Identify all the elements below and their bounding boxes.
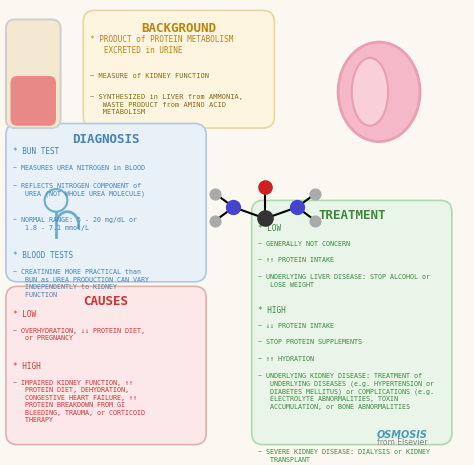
Text: ~ MEASURE of KIDNEY FUNCTION: ~ MEASURE of KIDNEY FUNCTION bbox=[90, 73, 209, 80]
Point bbox=[262, 183, 269, 191]
Text: ~ ↓↓ PROTEIN INTAKE: ~ ↓↓ PROTEIN INTAKE bbox=[258, 323, 335, 329]
Point bbox=[311, 190, 319, 197]
Text: BACKGROUND: BACKGROUND bbox=[141, 22, 216, 35]
Text: ~ CREATININE MORE PRACTICAL than
   BUN as UREA PRODUCTION CAN VARY
   INDEPENDE: ~ CREATININE MORE PRACTICAL than BUN as … bbox=[13, 269, 149, 298]
Text: DIAGNOSIS: DIAGNOSIS bbox=[73, 133, 140, 146]
Point bbox=[211, 190, 219, 197]
Text: * BUN TEST: * BUN TEST bbox=[13, 147, 59, 156]
Text: ~ MEASURES UREA NITROGEN in BLOOD: ~ MEASURES UREA NITROGEN in BLOOD bbox=[13, 165, 145, 171]
Ellipse shape bbox=[338, 42, 420, 142]
FancyBboxPatch shape bbox=[6, 20, 61, 128]
Text: * LOW: * LOW bbox=[258, 224, 282, 233]
Text: CAUSES: CAUSES bbox=[83, 295, 128, 308]
FancyBboxPatch shape bbox=[252, 200, 452, 445]
FancyBboxPatch shape bbox=[83, 10, 274, 128]
FancyBboxPatch shape bbox=[10, 76, 56, 126]
Text: * HIGH: * HIGH bbox=[13, 362, 40, 371]
Text: ~ SEVERE KIDNEY DISEASE: DIALYSIS or KIDNEY
   TRANSPLANT: ~ SEVERE KIDNEY DISEASE: DIALYSIS or KID… bbox=[258, 449, 430, 463]
Text: ~ UNDERLYING KIDNEY DISEASE: TREATMENT of
   UNDERLYING DISEASES (e.g. HYPERTENS: ~ UNDERLYING KIDNEY DISEASE: TREATMENT o… bbox=[258, 373, 435, 410]
Text: TREATMENT: TREATMENT bbox=[318, 209, 385, 222]
Point bbox=[293, 204, 301, 211]
FancyBboxPatch shape bbox=[6, 124, 206, 282]
Text: OSMOSIS: OSMOSIS bbox=[376, 430, 427, 440]
Point bbox=[311, 217, 319, 225]
Text: * HIGH: * HIGH bbox=[258, 306, 286, 315]
Ellipse shape bbox=[352, 58, 388, 126]
Text: ~ REFLECTS NITROGEN COMPONENT of
   UREA (NOT WHOLE UREA MOLECULE): ~ REFLECTS NITROGEN COMPONENT of UREA (N… bbox=[13, 183, 145, 197]
Text: ~ SYNTHESIZED in LIVER from AMMONIA,
   WASTE PRODUCT from AMINO ACID
   METABOL: ~ SYNTHESIZED in LIVER from AMMONIA, WAS… bbox=[90, 94, 243, 115]
Point bbox=[262, 215, 269, 222]
Text: * BLOOD TESTS: * BLOOD TESTS bbox=[13, 251, 73, 260]
Text: ~ OVERHYDRATION, ↓↓ PROTEIN DIET,
   or PREGNANCY: ~ OVERHYDRATION, ↓↓ PROTEIN DIET, or PRE… bbox=[13, 328, 145, 341]
Text: ~ ↑↑ HYDRATION: ~ ↑↑ HYDRATION bbox=[258, 356, 314, 362]
Text: ~ ↑↑ PROTEIN INTAKE: ~ ↑↑ PROTEIN INTAKE bbox=[258, 258, 335, 263]
Text: ~ IMPAIRED KIDNEY FUNCTION, ↑↑
   PROTEIN DIET, DEHYDRATION,
   CONGESTIVE HEART: ~ IMPAIRED KIDNEY FUNCTION, ↑↑ PROTEIN D… bbox=[13, 380, 145, 424]
Point bbox=[211, 217, 219, 225]
FancyBboxPatch shape bbox=[6, 286, 206, 445]
Point bbox=[230, 204, 237, 211]
Text: * PRODUCT of PROTEIN METABOLISM
   EXCRETED in URINE: * PRODUCT of PROTEIN METABOLISM EXCRETED… bbox=[90, 35, 234, 55]
Text: ~ STOP PROTEIN SUPPLEMENTS: ~ STOP PROTEIN SUPPLEMENTS bbox=[258, 339, 363, 345]
Text: ~ NORMAL RANGE: 5 - 20 mg/dL or
   1.8 - 7.1 mmol/L: ~ NORMAL RANGE: 5 - 20 mg/dL or 1.8 - 7.… bbox=[13, 217, 137, 231]
Text: from Elsevier: from Elsevier bbox=[376, 438, 427, 447]
Text: ~ GENERALLY NOT CONCERN: ~ GENERALLY NOT CONCERN bbox=[258, 241, 350, 246]
Text: * LOW: * LOW bbox=[13, 310, 36, 319]
Text: ~ UNDERLYING LIVER DISEASE: STOP ALCOHOL or
   LOSE WEIGHT: ~ UNDERLYING LIVER DISEASE: STOP ALCOHOL… bbox=[258, 274, 430, 288]
